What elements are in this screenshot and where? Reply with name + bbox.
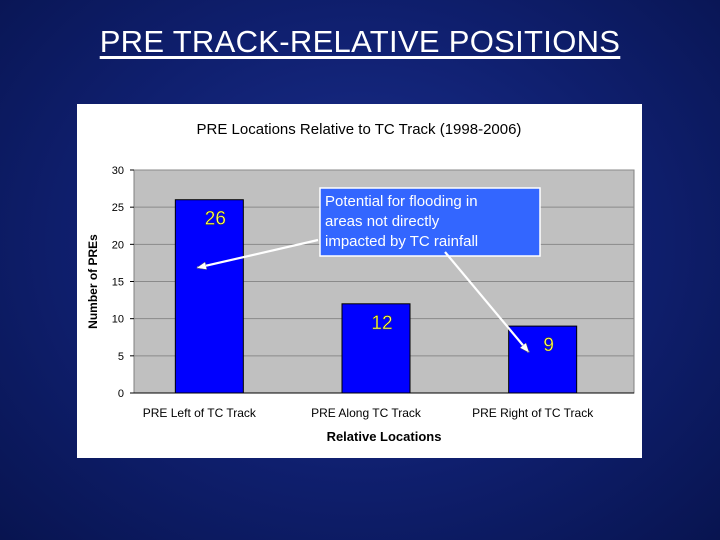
x-axis-label: Relative Locations — [327, 429, 442, 444]
bar-data-label: 12 — [371, 313, 392, 334]
bars: 26 12 9 — [174, 199, 578, 394]
y-tick-label: 15 — [112, 277, 124, 289]
y-tick-label: 20 — [112, 239, 124, 251]
callout-annotation: Potential for flooding in areas not direc… — [197, 187, 541, 352]
chart-title: PRE Locations Relative to TC Track (1998… — [197, 121, 522, 138]
bar — [341, 303, 411, 394]
y-tick-label: 5 — [118, 351, 124, 363]
y-axis-label: Number of PREs — [86, 234, 100, 329]
callout-text-line: impacted by TC rainfall — [325, 233, 478, 250]
chart-panel: PRE Locations Relative to TC Track (1998… — [77, 104, 642, 458]
y-tick-label: 0 — [118, 388, 124, 400]
bar-data-label: 26 — [205, 209, 226, 230]
y-tick-label: 25 — [112, 202, 124, 214]
x-axis-ticks: PRE Left of TC Track PRE Along TC Track PR… — [134, 392, 634, 420]
slide-title: PRE TRACK-RELATIVE POSITIONS — [99, 24, 621, 59]
y-axis-ticks: 0 5 10 15 20 25 30 — [112, 165, 134, 400]
callout-text-line: Potential for flooding in — [325, 193, 478, 210]
callout-arrow-left — [197, 238, 319, 268]
y-tick-label: 30 — [112, 165, 124, 177]
y-tick-label: 10 — [112, 314, 124, 326]
x-tick-label: PRE Left of TC Track — [143, 406, 257, 420]
callout-box — [319, 187, 541, 257]
x-tick-label: PRE Along TC Track — [311, 406, 422, 420]
callout-arrow-right — [444, 251, 529, 352]
bar-data-label: 9 — [543, 335, 554, 356]
bar-chart: PRE Locations Relative to TC Track (1998… — [86, 121, 635, 444]
callout-text-line: areas not directly — [325, 213, 440, 230]
x-tick-label: PRE Right of TC Track — [472, 406, 594, 420]
bar — [174, 199, 244, 394]
bar — [508, 325, 578, 394]
